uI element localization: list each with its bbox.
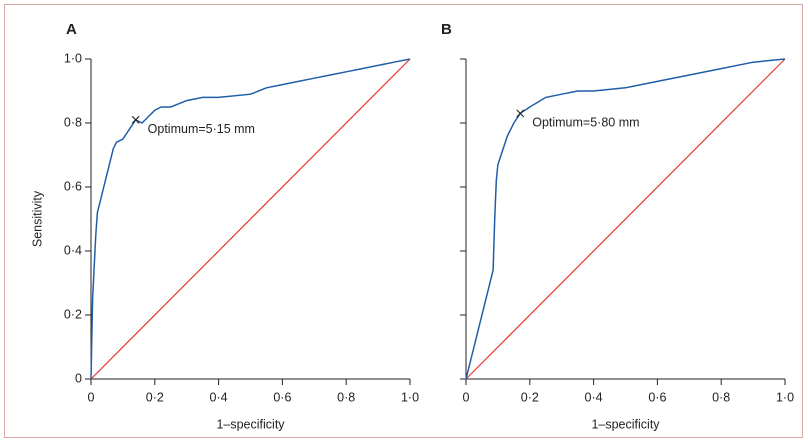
x-tick-label: 0·4 [210, 390, 228, 404]
x-tick-label: 0 [463, 390, 470, 404]
y-tick-label: 0·4 [64, 243, 82, 257]
x-tick-label: 0·6 [273, 390, 291, 404]
x-tick-label: 0·6 [648, 390, 666, 404]
x-axis-label: 1–specificity [216, 417, 285, 431]
x-tick-label: 0·4 [585, 390, 603, 404]
frame [4, 4, 803, 438]
x-tick-label: 0·2 [146, 390, 164, 404]
x-tick-label: 0·8 [712, 390, 730, 404]
y-axis-label: Sensitivity [30, 190, 44, 247]
y-tick-label: 0·6 [64, 179, 82, 193]
x-tick-label: 1·0 [401, 390, 419, 404]
y-tick-label: 0·8 [64, 115, 82, 129]
roc-curve [90, 58, 411, 380]
panel-label: A [66, 21, 77, 38]
y-tick-label: 0·2 [64, 307, 82, 321]
optimum-marker [516, 109, 525, 118]
optimum-marker [131, 115, 140, 124]
optimum-label: Optimum=5·15 mm [148, 122, 255, 136]
y-tick-label: 0 [75, 371, 82, 385]
reference-line [465, 58, 786, 380]
x-axis-label: 1–specificity [591, 417, 660, 431]
x-tick-label: 0·2 [521, 390, 539, 404]
roc-curve [465, 58, 786, 380]
y-tick-label: 1·0 [64, 51, 82, 65]
x-tick-label: 0 [88, 390, 95, 404]
reference-line [90, 58, 411, 380]
x-tick-label: 1·0 [776, 390, 794, 404]
optimum-label: Optimum=5·80 mm [532, 116, 639, 130]
panel-label: B [441, 21, 452, 38]
x-tick-label: 0·8 [337, 390, 355, 404]
